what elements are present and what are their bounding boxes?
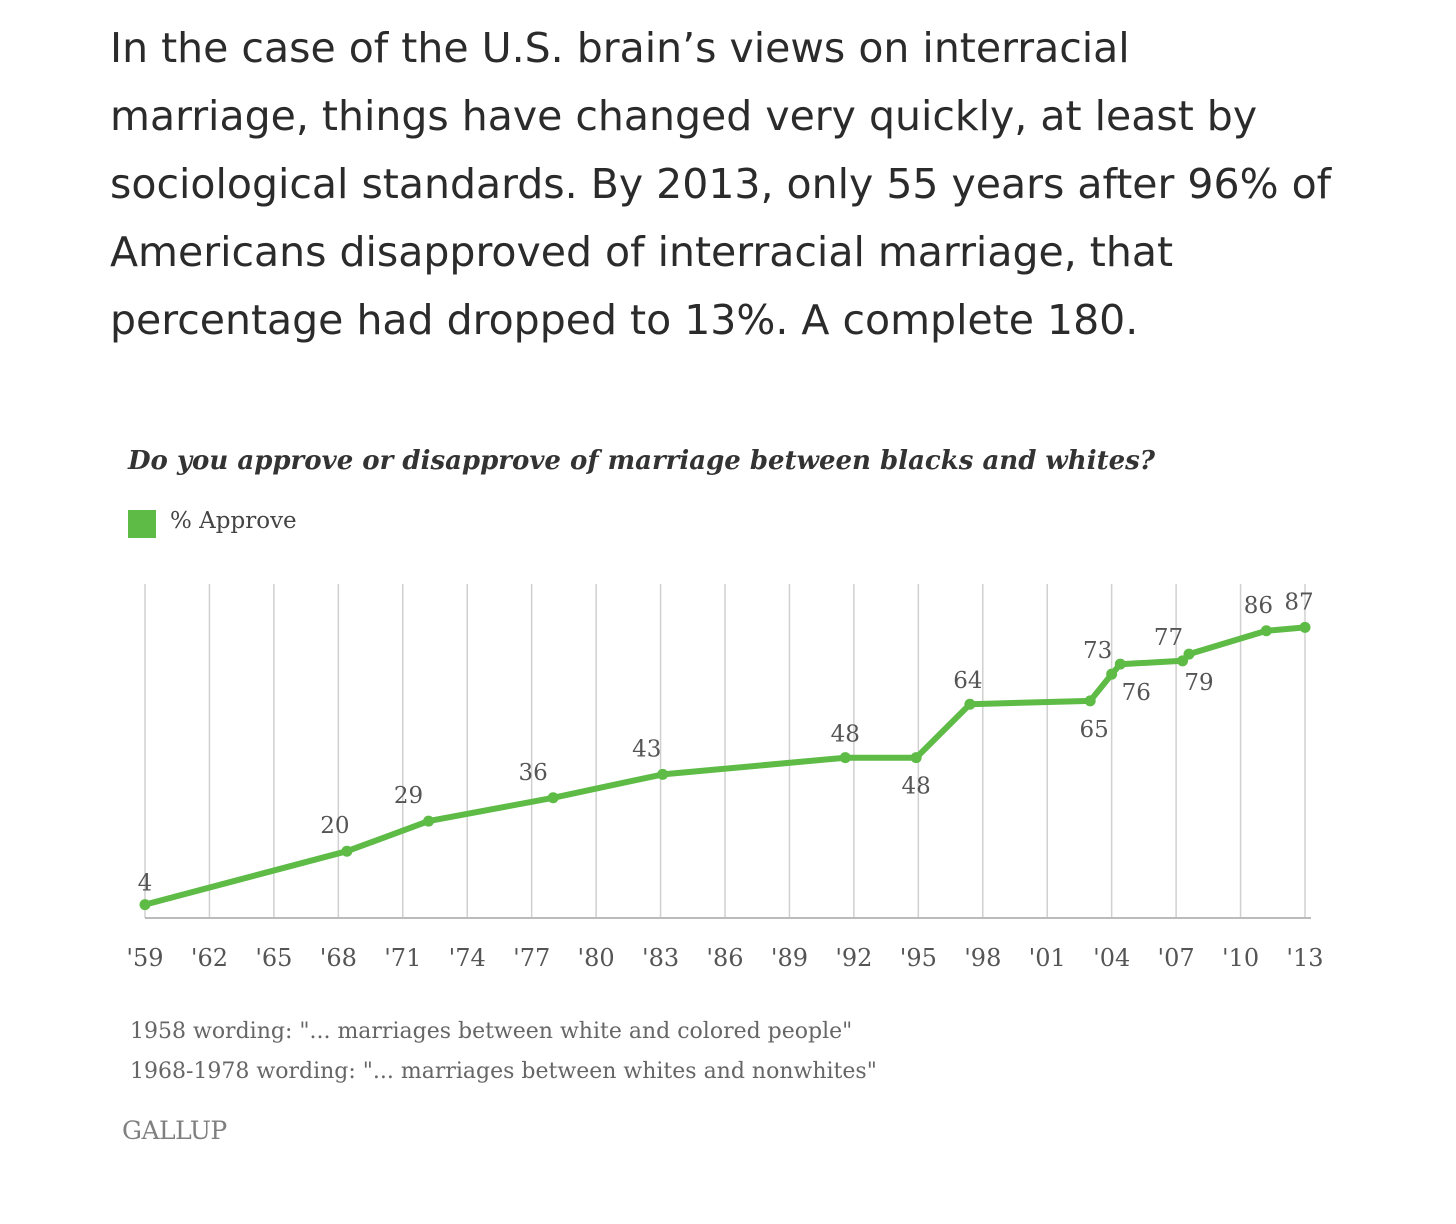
- gridlines: [144, 584, 1306, 918]
- line-chart: '59 '62 '65 '68 '71 '74 '77 '80 '83 '86 '89 '92 '95 '…: [126, 584, 1324, 972]
- x-tick-label: '01: [1029, 944, 1066, 972]
- data-label: 64: [953, 668, 982, 694]
- data-label: 20: [320, 813, 349, 839]
- x-tick-label: '89: [771, 944, 808, 972]
- data-label: 48: [831, 722, 860, 748]
- data-label: 29: [394, 783, 423, 809]
- gallup-logo: GALLUP: [122, 1116, 227, 1145]
- data-label: 86: [1244, 593, 1273, 619]
- data-point: [1260, 625, 1272, 637]
- data-point: [423, 815, 435, 827]
- x-tick-label: '77: [513, 944, 550, 972]
- note-1968-1978-wording: 1968-1978 wording: "... marriages betwee…: [130, 1059, 877, 1084]
- data-point: [1084, 695, 1096, 707]
- data-point: [1299, 621, 1311, 633]
- data-label: 77: [1154, 625, 1183, 651]
- data-point: [910, 752, 922, 764]
- legend-swatch: [128, 510, 156, 538]
- data-label: 73: [1083, 638, 1112, 664]
- data-label: 4: [138, 871, 153, 897]
- x-tick-label: '80: [578, 944, 615, 972]
- data-label: 43: [632, 736, 661, 762]
- x-tick-label: '13: [1286, 944, 1323, 972]
- data-point: [341, 845, 353, 857]
- x-tick-label: '92: [835, 944, 872, 972]
- data-point: [1183, 648, 1195, 660]
- data-point: [839, 752, 851, 764]
- x-tick-label: '98: [964, 944, 1001, 972]
- x-tick-label: '83: [642, 944, 679, 972]
- note-1958-wording: 1958 wording: "... marriages between whi…: [130, 1019, 853, 1044]
- data-label: 36: [519, 760, 548, 786]
- x-tick-label: '71: [384, 944, 421, 972]
- chart-title: Do you approve or disapprove of marriage…: [128, 446, 1156, 476]
- data-point: [1114, 658, 1126, 670]
- chart-figure: '59 '62 '65 '68 '71 '74 '77 '80 '83 '86 '89 '92 '95 '…: [0, 430, 1456, 1170]
- data-point: [547, 792, 559, 804]
- x-tick-label: '07: [1158, 944, 1195, 972]
- x-tick-label: '10: [1222, 944, 1259, 972]
- x-tick-label: '04: [1093, 944, 1130, 972]
- data-point: [657, 768, 669, 780]
- wording-notes: 1958 wording: "... marriages between whi…: [130, 1012, 877, 1092]
- data-point: [964, 698, 976, 710]
- data-point: [139, 899, 151, 911]
- x-tick-label: '65: [255, 944, 292, 972]
- data-point: [1106, 668, 1118, 680]
- intro-paragraph: In the case of the U.S. brain’s views on…: [110, 24, 1332, 344]
- x-tick-label: '59: [126, 944, 163, 972]
- x-tick-label: '86: [706, 944, 743, 972]
- data-label: 48: [902, 774, 931, 800]
- data-label: 79: [1184, 670, 1213, 696]
- data-label: 87: [1284, 589, 1313, 615]
- x-tick-label: '95: [900, 944, 937, 972]
- x-tick-label: '74: [449, 944, 486, 972]
- x-tick-label: '68: [320, 944, 357, 972]
- data-points: [139, 621, 1311, 911]
- legend-label: % Approve: [170, 508, 297, 534]
- x-tick-label: '62: [191, 944, 228, 972]
- data-label: 76: [1122, 680, 1151, 706]
- x-axis: '59 '62 '65 '68 '71 '74 '77 '80 '83 '86 '89 '92 '95 '…: [126, 917, 1324, 972]
- data-label: 65: [1080, 717, 1109, 743]
